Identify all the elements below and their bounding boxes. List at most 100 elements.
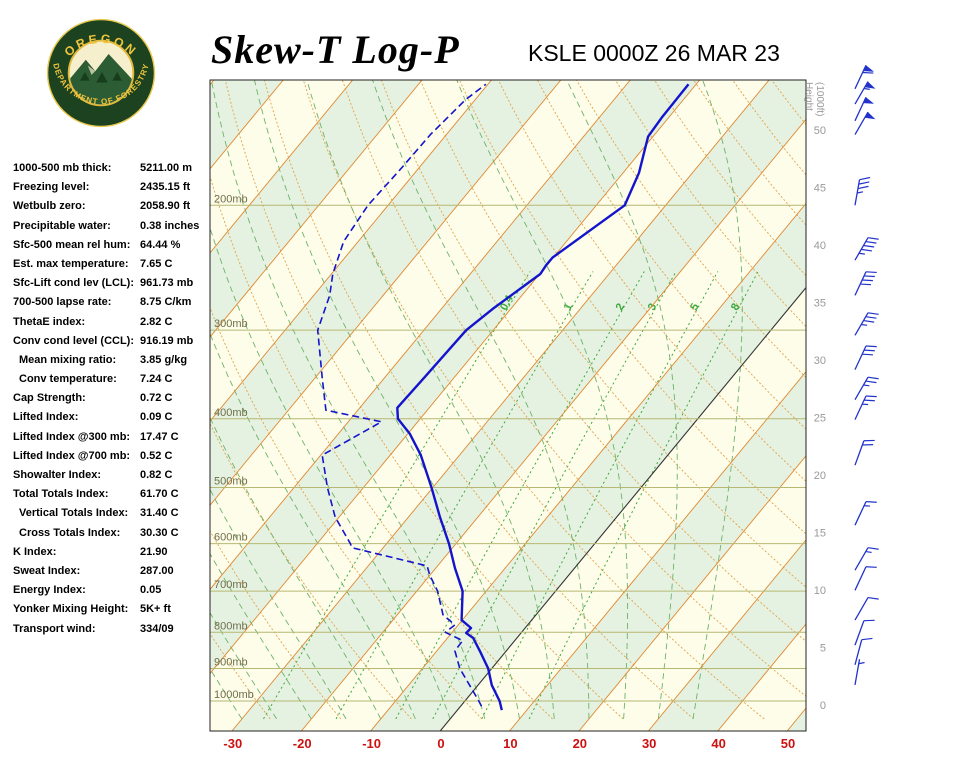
isotherm [210,80,631,591]
wind-barb [854,637,873,665]
plot-border [209,79,807,732]
pressure-label: 900mb [214,657,248,669]
stat-row: Total Totals Index: 61.70 C [13,488,213,507]
stat-label: Lifted Index: [13,411,79,424]
height-axis-label: 45 [814,183,826,195]
stat-row: 1000-500 mb thick: 5211.00 m [13,162,213,181]
wind-barb [854,659,865,686]
height-axis-label: 35 [814,298,826,310]
height-axis-label: 25 [814,413,826,425]
isotherm [231,80,770,731]
pressure-label: 1000mb [214,689,254,701]
wind-barb [854,111,876,135]
wind-barb [854,237,879,261]
odf-logo: OREGON DEPARTMENT OF FORESTRY [46,18,156,128]
stat-value: 30.30 C [140,526,179,539]
moist-adiabat [253,80,520,719]
wind-barb [854,345,877,370]
temp-axis-label: -10 [362,736,381,751]
stat-label: Total Totals Index: [13,488,109,501]
height-axis-label: 40 [814,240,826,252]
isotherm [210,80,423,338]
stat-row: Est. max temperature: 7.65 C [13,258,213,277]
moist-adiabat [210,416,382,720]
temperature-trace [396,83,690,711]
dry-adiabat [210,632,271,720]
moist-adiabat [692,80,743,719]
stat-row: Precipitable water: 0.38 inches [13,220,213,239]
stat-row: 700-500 lapse rate: 8.75 C/km [13,296,213,315]
zero-isotherm [439,286,806,731]
dry-adiabat [263,80,694,720]
stat-label: Yonker Mixing Height: [13,603,129,616]
stat-row: Freezing level: 2435.15 ft [13,181,213,200]
isotherm [786,707,806,731]
stat-label: Freezing level: [13,181,90,194]
stat-label: K Index: [13,545,57,558]
temp-axis-label: 10 [503,736,517,751]
stat-value: 0.38 inches [140,219,200,232]
pressure-label: 200mb [214,193,248,205]
stat-value: 3.85 g/kg [140,353,188,366]
stat-row: Sfc-Lift cond lev (LCL): 961.73 mb [13,277,213,296]
temp-axis-label: 0 [437,736,444,751]
dry-adiabat [843,73,960,719]
stat-label: Est. max temperature: [13,257,129,270]
stat-value: 31.40 C [140,507,179,520]
height-axis-label: 5 [820,643,826,655]
dry-adiabat [458,80,806,535]
dry-adiabat [614,80,806,328]
mixing-ratio-line [432,271,677,720]
stat-row: Energy Index: 0.05 [13,584,213,603]
stat-value: 17.47 C [140,430,179,443]
isotherm-band [210,80,769,731]
stat-label: Cap Strength: [13,392,86,405]
stat-value: 2435.15 ft [140,181,191,194]
stat-value: 2.82 C [140,315,173,328]
height-axis-title: (1000ft) [814,82,825,116]
stat-row: Conv temperature: 7.24 C [13,373,213,392]
pressure-label: 800mb [214,620,248,632]
wind-barb [854,96,874,122]
mixing-ratio-label: 8 [729,301,742,312]
dry-adiabat [380,80,806,642]
pressure-label: 700mb [214,579,248,591]
stat-value: 2058.90 ft [140,200,191,213]
stat-label: ThetaE index: [13,315,86,328]
height-axis-label: 15 [814,528,826,540]
plot-area: 0.4 1 2 3 5 8200mb300mb400mb500mb600mb700mb80… [210,73,960,731]
dry-adiabat [210,422,412,720]
dry-adiabat [210,306,483,720]
stat-row: Yonker Mixing Height: 5K+ ft [13,603,213,622]
isotherm [210,80,492,422]
stat-label: Cross Totals Index: [19,526,121,539]
stat-row: Mean mixing ratio: 3.85 g/kg [13,354,213,373]
moist-adiabat [372,80,590,719]
wind-barb [854,376,879,401]
stat-row: Cross Totals Index: 30.30 C [13,527,213,546]
moist-adiabat [456,80,629,719]
wind-barb [854,547,879,571]
temp-axis-label: -20 [293,736,312,751]
moist-adiabat [210,226,451,720]
temp-axis-label: 50 [781,736,795,751]
stat-label: Conv cond level (CCL): [13,334,135,347]
stat-value: 64.44 % [140,238,181,251]
stat-value: 5211.00 m [140,162,192,174]
stat-label: Conv temperature: [19,373,117,386]
isotherm [210,80,353,254]
moist-adiabat [210,80,486,720]
stat-value: 334/09 [140,622,174,635]
stat-label: Lifted Index @300 mb: [13,430,131,443]
isotherm [578,455,806,731]
dewpoint-trace [316,83,487,707]
wind-barb [854,619,875,646]
moist-adiabat [306,80,555,719]
isotherm [648,539,806,731]
isotherm [301,118,806,731]
dry-adiabat [805,73,960,719]
pressure-label: 500mb [214,476,248,488]
stat-label: Transport wind: [13,622,96,635]
pressure-label: 600mb [214,532,248,544]
